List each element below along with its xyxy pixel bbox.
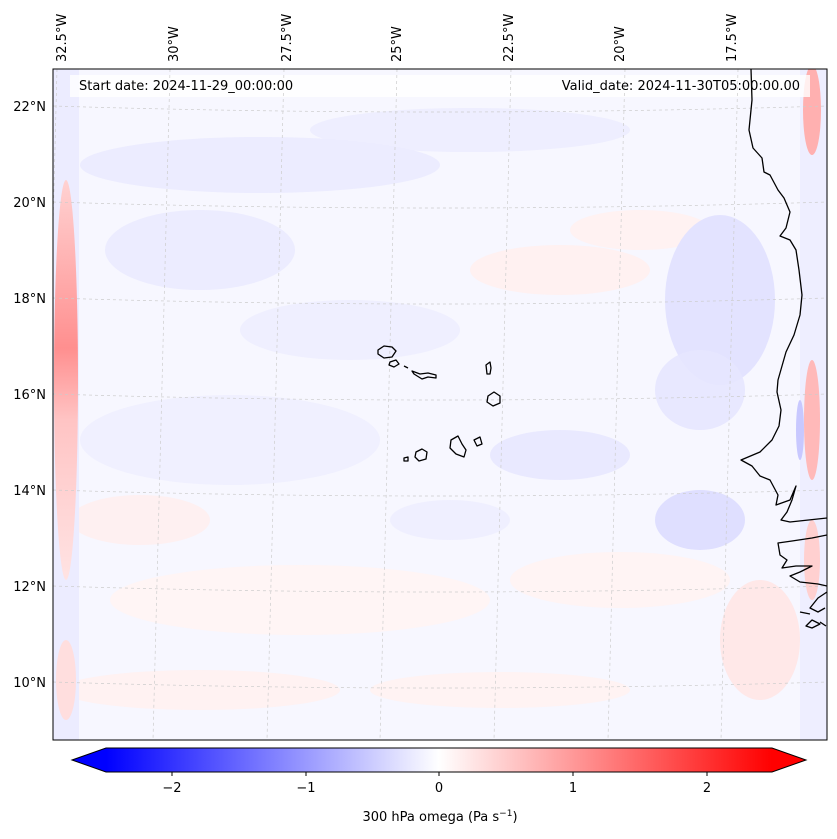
colorbar-tick-label: −2 xyxy=(162,781,181,796)
guinea-bissau-coast xyxy=(799,591,827,629)
map-frame xyxy=(52,68,828,741)
island-maio xyxy=(473,436,483,447)
lon-label: 32.5°W xyxy=(55,14,70,62)
island-santiago xyxy=(449,435,467,458)
lat-label: 12°N xyxy=(13,580,46,595)
lon-label: 22.5°W xyxy=(502,14,517,62)
lat-label: 16°N xyxy=(13,388,46,403)
lat-label: 14°N xyxy=(13,484,46,499)
lat-label: 18°N xyxy=(13,292,46,307)
lat-label: 20°N xyxy=(13,196,46,211)
colorbar-tick-label: 1 xyxy=(569,781,577,796)
lon-label: 25°W xyxy=(390,26,405,62)
colorbar-extend-min xyxy=(72,748,106,772)
lon-label: 17.5°W xyxy=(725,14,740,62)
coastline xyxy=(377,69,827,629)
graticule xyxy=(53,69,827,740)
map-panel: Start date: 2024-11-29_00:00:00 Valid_da… xyxy=(52,68,828,741)
colorbar-label: 300 hPa omega (Pa s−1) xyxy=(362,809,517,825)
colorbar-tick-label: −1 xyxy=(296,781,315,796)
latitude-labels: 22°N 20°N 18°N 16°N 14°N 12°N 10°N xyxy=(13,100,46,691)
island-brava xyxy=(403,456,409,462)
omega-field xyxy=(53,69,827,740)
lon-label: 30°W xyxy=(167,26,182,62)
africa-coastline xyxy=(740,69,827,523)
colorbar-extend-max xyxy=(772,748,806,772)
longitude-labels: 32.5°W 30°W 27.5°W 25°W 22.5°W 20°W 17.5… xyxy=(55,14,740,62)
start-date-label: Start date: 2024-11-29_00:00:00 xyxy=(79,79,293,94)
senegal-gambia-coast xyxy=(777,534,827,587)
island-boa-vista xyxy=(486,391,501,407)
lon-label: 20°W xyxy=(613,26,628,62)
colorbar: −2 −1 0 1 2 300 hPa omega (Pa s−1) xyxy=(70,747,808,825)
colorbar-body xyxy=(106,748,772,772)
lat-label: 22°N xyxy=(13,100,46,115)
lat-label: 10°N xyxy=(13,676,46,691)
colorbar-tick-label: 2 xyxy=(703,781,711,796)
island-sao-vicente xyxy=(388,359,400,368)
island-santa-luzia xyxy=(403,365,409,369)
island-santo-antao xyxy=(377,345,397,359)
island-fogo xyxy=(414,448,428,462)
island-sal xyxy=(485,361,492,375)
colorbar-outline xyxy=(70,747,808,773)
valid-date-label: Valid_date: 2024-11-30T05:00:00.00 xyxy=(562,79,800,94)
lon-label: 27.5°W xyxy=(280,14,295,62)
island-sao-nicolau xyxy=(411,370,437,380)
colorbar-tick-label: 0 xyxy=(435,781,443,796)
